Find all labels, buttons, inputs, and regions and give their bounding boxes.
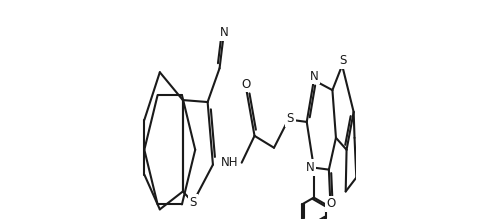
Text: O: O: [242, 78, 251, 91]
Text: S: S: [339, 54, 346, 67]
Text: S: S: [287, 112, 294, 125]
Text: N: N: [220, 26, 229, 39]
Text: N: N: [305, 161, 314, 174]
Text: NH: NH: [220, 156, 238, 169]
Text: O: O: [326, 197, 335, 210]
Text: N: N: [309, 70, 318, 83]
Text: S: S: [189, 196, 197, 209]
